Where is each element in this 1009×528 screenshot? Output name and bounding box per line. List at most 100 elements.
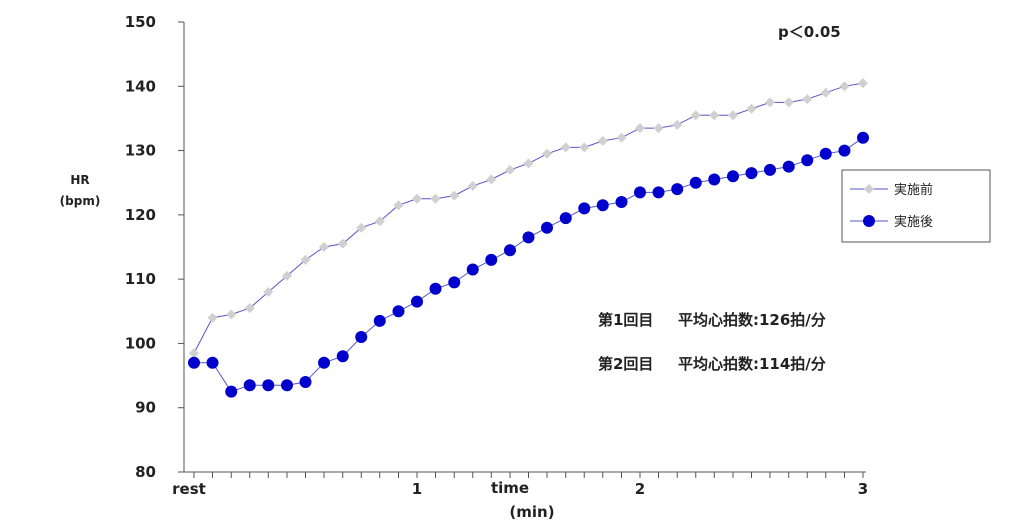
data-point — [671, 183, 684, 196]
data-point — [542, 148, 553, 159]
data-point — [559, 212, 572, 225]
series-line — [194, 137, 864, 393]
data-point — [746, 103, 757, 114]
x-tick-label: 1 — [412, 480, 422, 498]
legend-box — [841, 169, 991, 243]
data-point — [373, 314, 386, 327]
data-point — [243, 379, 256, 392]
data-point — [858, 78, 868, 89]
data-point — [819, 147, 832, 160]
x-tick-label: 3 — [858, 480, 868, 498]
data-point — [189, 348, 199, 359]
data-point — [318, 356, 331, 369]
legend: 実施前 実施後 — [841, 169, 991, 243]
data-point — [356, 222, 367, 233]
legend-marker-before — [864, 184, 874, 194]
data-point — [838, 144, 851, 157]
data-point — [449, 190, 460, 201]
data-point — [280, 379, 293, 392]
x-axis-unit: (min) — [509, 503, 554, 521]
y-tick-label: 130 — [125, 142, 156, 160]
y-tick-label: 80 — [135, 463, 156, 481]
data-point — [764, 163, 777, 176]
data-point — [412, 193, 422, 204]
data-point — [336, 350, 349, 363]
data-point — [523, 158, 534, 169]
data-point — [207, 312, 218, 323]
data-point — [392, 305, 405, 318]
legend-marker-after — [863, 215, 875, 227]
data-point — [616, 132, 627, 143]
data-point — [802, 94, 813, 105]
data-point — [225, 385, 238, 398]
data-point — [653, 123, 664, 134]
data-point — [765, 97, 776, 108]
y-tick-label: 90 — [135, 399, 156, 417]
x-tick-label: 2 — [635, 480, 645, 498]
data-point — [355, 331, 368, 343]
data-point — [467, 180, 478, 191]
data-point — [503, 244, 516, 257]
series-layer — [188, 78, 869, 398]
data-point — [466, 263, 479, 276]
annotation-1-text: 平均心拍数:126拍/分 — [678, 311, 826, 329]
data-point — [560, 142, 571, 153]
data-point — [262, 379, 275, 392]
y-tick-label: 110 — [125, 270, 156, 288]
data-point — [337, 238, 348, 249]
data-point — [486, 174, 497, 185]
data-point — [783, 97, 794, 108]
y-axis-ticks: 150 140 130 120 110 100 90 80 — [125, 13, 184, 481]
data-point — [429, 282, 442, 295]
data-point — [727, 110, 738, 121]
x-axis-label: time — [491, 479, 529, 497]
data-point — [634, 186, 646, 199]
annotation-1-label: 第1回目 — [598, 311, 653, 329]
data-point — [374, 216, 385, 227]
data-point — [206, 356, 219, 369]
data-point — [690, 110, 701, 121]
data-point — [448, 276, 461, 289]
data-point — [839, 81, 850, 92]
data-point — [782, 160, 795, 173]
annotation-2-label: 第2回目 — [598, 355, 653, 373]
data-point — [578, 202, 591, 215]
series-1 — [189, 78, 868, 359]
x-axis-minor-ticks — [193, 472, 864, 478]
annotation-2-text: 平均心拍数:114拍/分 — [678, 355, 826, 373]
data-point — [300, 254, 311, 265]
data-point — [263, 287, 274, 297]
data-point — [299, 376, 312, 388]
y-tick-label: 140 — [125, 77, 156, 95]
legend-label-after: 実施後 — [894, 214, 933, 230]
y-axis-unit: (bpm) — [60, 194, 101, 208]
data-point — [615, 196, 628, 208]
data-point — [430, 193, 441, 204]
x-tick-label: rest — [172, 480, 206, 498]
data-point — [635, 123, 645, 134]
y-tick-label: 150 — [125, 13, 156, 31]
data-point — [652, 186, 665, 199]
legend-label-before: 実施前 — [894, 182, 933, 198]
data-point — [708, 173, 721, 186]
data-point — [319, 242, 330, 252]
data-point — [393, 200, 404, 211]
data-point — [745, 167, 758, 180]
series-2 — [188, 131, 869, 398]
data-point — [857, 131, 869, 144]
data-point — [188, 356, 200, 369]
y-tick-label: 120 — [125, 206, 156, 224]
data-point — [726, 170, 739, 183]
y-tick-label: 100 — [125, 334, 156, 352]
x-axis-tick-labels: rest 1 2 3 — [172, 480, 868, 498]
data-point — [801, 154, 814, 167]
y-axis-label: HR — [70, 173, 89, 187]
data-point — [541, 221, 554, 234]
data-point — [596, 199, 609, 212]
data-point — [597, 135, 608, 146]
data-point — [244, 303, 255, 314]
data-point — [504, 164, 515, 175]
data-point — [689, 176, 702, 189]
data-point — [522, 231, 535, 244]
